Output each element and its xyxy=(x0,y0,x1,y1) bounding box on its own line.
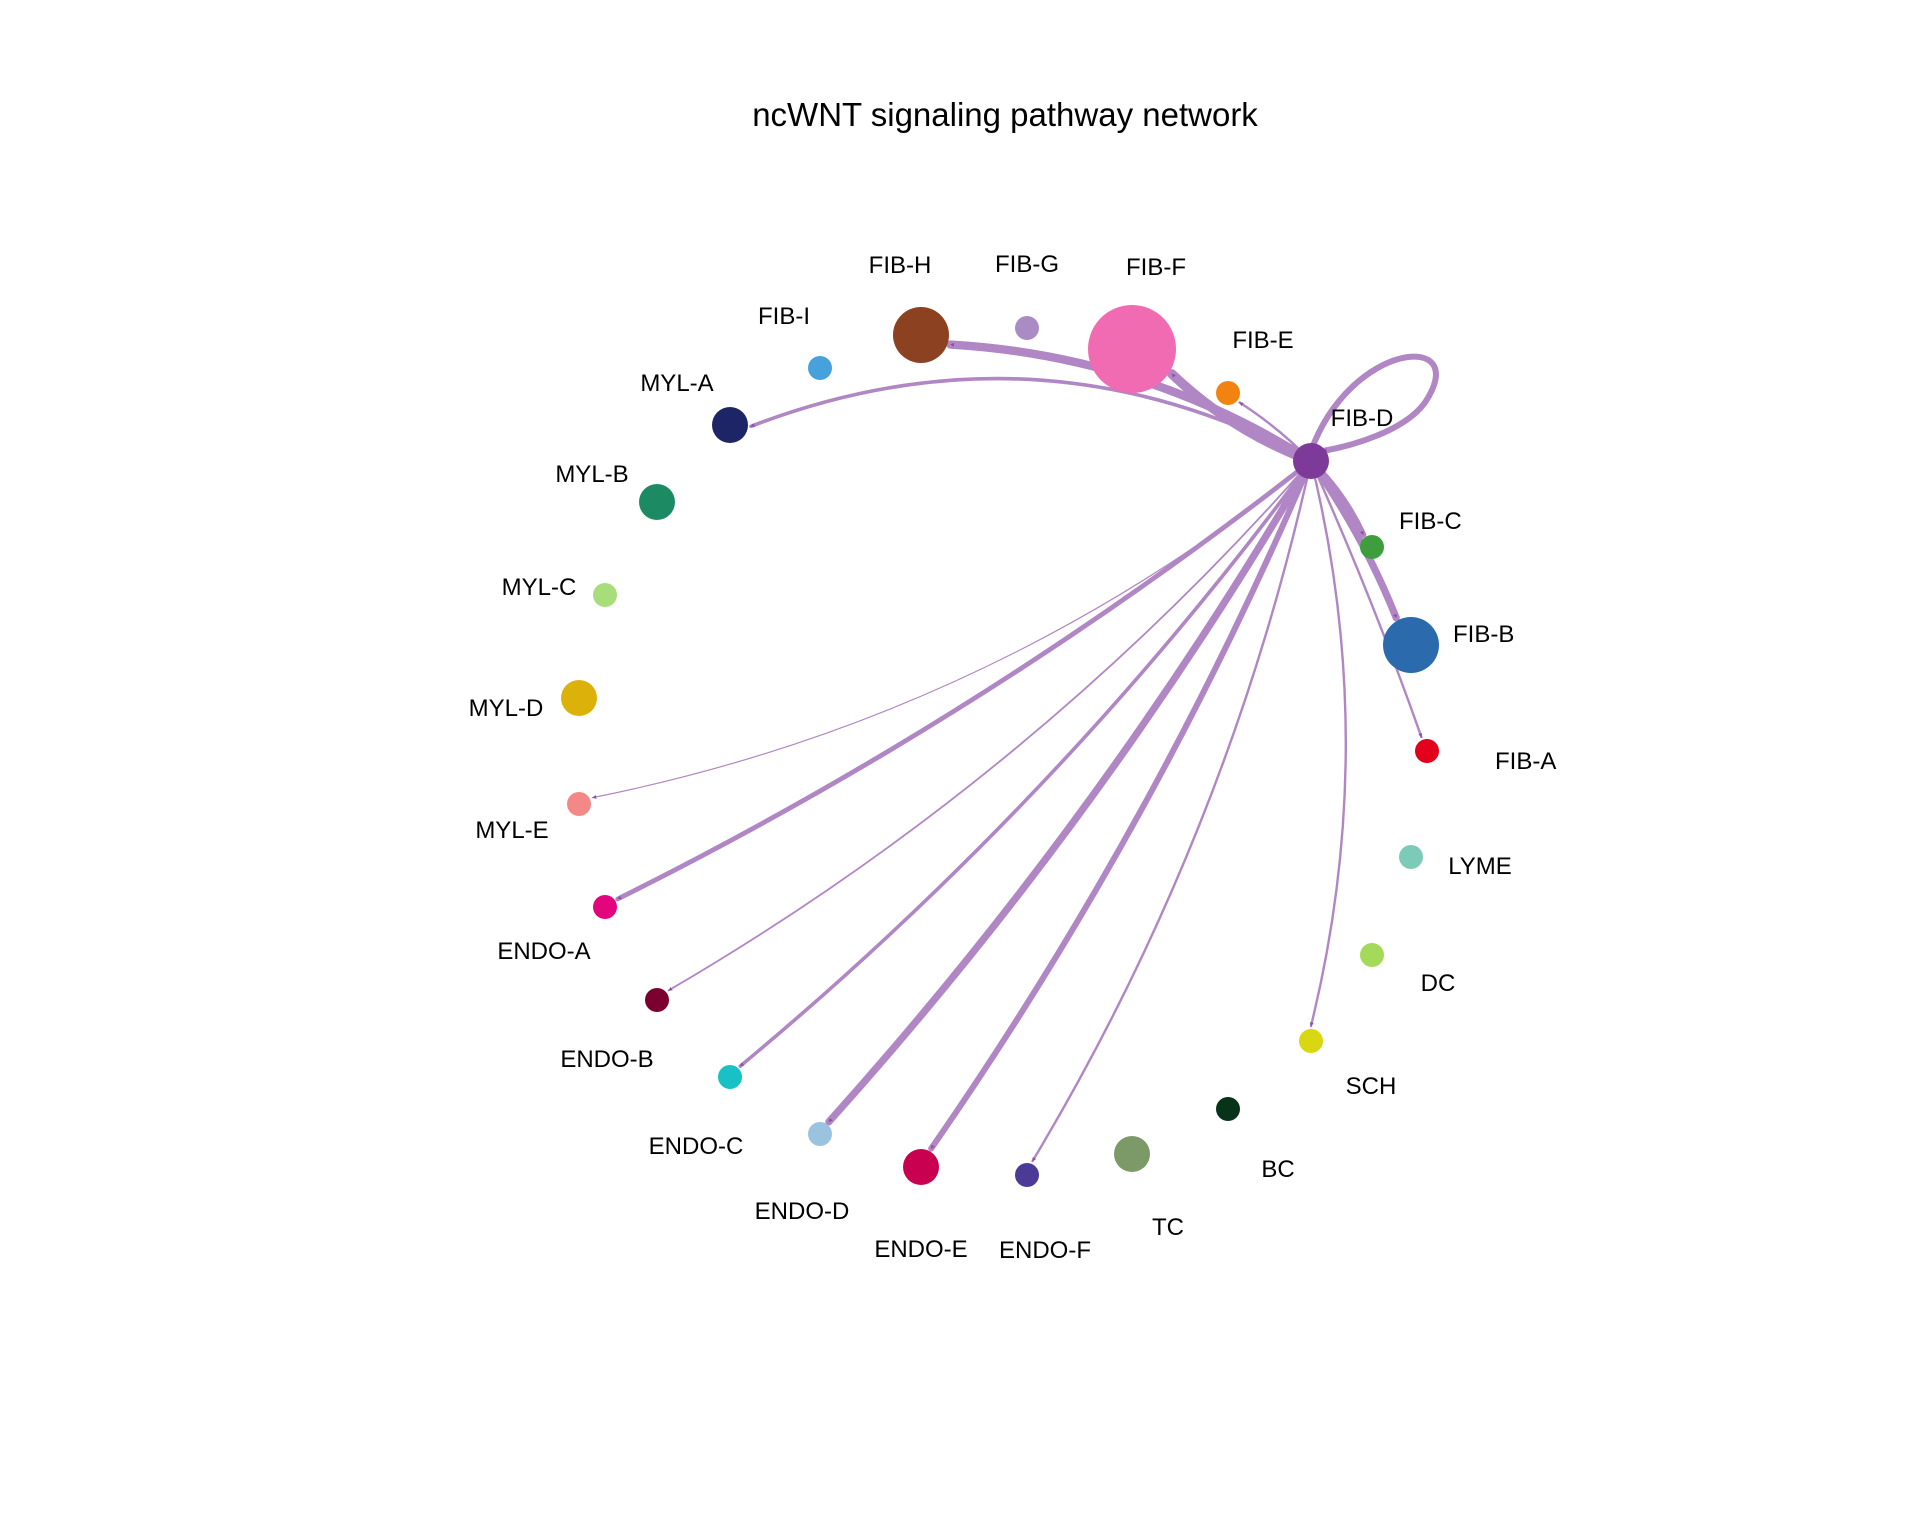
node-myl-a xyxy=(712,407,748,443)
node-myl-c xyxy=(593,583,617,607)
node-myl-e xyxy=(567,792,591,816)
node-bc xyxy=(1216,1097,1240,1121)
node-fib-d xyxy=(1293,443,1329,479)
nodes-layer xyxy=(561,305,1439,1187)
node-label-endo-d: ENDO-D xyxy=(755,1198,850,1225)
edge-fib-d-to-endo-e xyxy=(928,458,1314,1152)
node-label-sch: SCH xyxy=(1346,1073,1397,1100)
node-label-myl-d: MYL-D xyxy=(469,695,544,722)
node-myl-d xyxy=(561,680,597,716)
node-tc xyxy=(1114,1136,1150,1172)
edge-fib-d-to-fib-b xyxy=(1307,457,1400,622)
node-label-dc: DC xyxy=(1421,970,1456,997)
node-label-endo-e: ENDO-E xyxy=(874,1236,967,1263)
node-label-fib-b: FIB-B xyxy=(1453,621,1514,648)
node-fib-g xyxy=(1015,316,1039,340)
edge-fib-d-to-sch xyxy=(1309,459,1347,1028)
node-endo-f xyxy=(1015,1163,1039,1187)
node-label-fib-g: FIB-G xyxy=(995,251,1059,278)
node-fib-e xyxy=(1216,381,1240,405)
node-endo-b xyxy=(645,988,669,1012)
node-label-myl-e: MYL-E xyxy=(475,817,548,844)
edge-fib-d-to-myl-e xyxy=(591,460,1312,799)
node-endo-d xyxy=(808,1122,832,1146)
node-fib-f xyxy=(1088,305,1176,393)
node-label-endo-c: ENDO-C xyxy=(649,1133,744,1160)
node-label-myl-c: MYL-C xyxy=(502,574,577,601)
edge-fib-d-to-endo-d xyxy=(825,457,1315,1126)
edge-fib-d-to-endo-f xyxy=(1031,459,1313,1163)
node-endo-a xyxy=(593,895,617,919)
edge-fib-d-to-fib-d xyxy=(1308,353,1439,454)
node-fib-b xyxy=(1383,617,1439,673)
node-label-endo-a: ENDO-A xyxy=(497,938,590,965)
node-label-fib-a: FIB-A xyxy=(1495,748,1556,775)
node-fib-a xyxy=(1415,739,1439,763)
node-endo-c xyxy=(718,1065,742,1089)
node-lyme xyxy=(1399,845,1423,869)
node-label-lyme: LYME xyxy=(1448,853,1512,880)
node-label-endo-f: ENDO-F xyxy=(999,1237,1091,1264)
node-label-myl-a: MYL-A xyxy=(640,370,713,397)
node-endo-e xyxy=(903,1149,939,1185)
chart-title: ncWNT signaling pathway network xyxy=(752,96,1258,133)
edge-fib-d-to-endo-b xyxy=(667,460,1312,992)
node-label-fib-f: FIB-F xyxy=(1126,254,1186,281)
node-dc xyxy=(1360,943,1384,967)
node-label-fib-c: FIB-C xyxy=(1399,508,1462,535)
node-fib-i xyxy=(808,356,832,380)
node-label-tc: TC xyxy=(1152,1214,1184,1241)
labels-layer: FIB-A FIB-B FIB-C FIB-D FIB-E FIB-F FIB-G FIB-H… xyxy=(469,251,1557,1264)
node-label-fib-e: FIB-E xyxy=(1232,327,1293,354)
node-label-fib-h: FIB-H xyxy=(869,252,932,279)
edge-fib-d-to-fib-a xyxy=(1309,459,1423,739)
node-label-bc: BC xyxy=(1261,1156,1294,1183)
node-label-fib-d: FIB-D xyxy=(1331,405,1394,432)
node-label-fib-i: FIB-I xyxy=(758,303,810,330)
edge-fib-d-to-endo-c xyxy=(738,459,1313,1068)
node-label-myl-b: MYL-B xyxy=(555,461,628,488)
node-label-endo-b: ENDO-B xyxy=(560,1046,653,1073)
edge-fib-d-to-myl-a xyxy=(749,376,1313,463)
node-fib-h xyxy=(893,307,949,363)
edge-fib-d-to-endo-a xyxy=(615,458,1314,902)
node-myl-b xyxy=(639,484,675,520)
node-fib-c xyxy=(1360,535,1384,559)
node-sch xyxy=(1299,1029,1323,1053)
